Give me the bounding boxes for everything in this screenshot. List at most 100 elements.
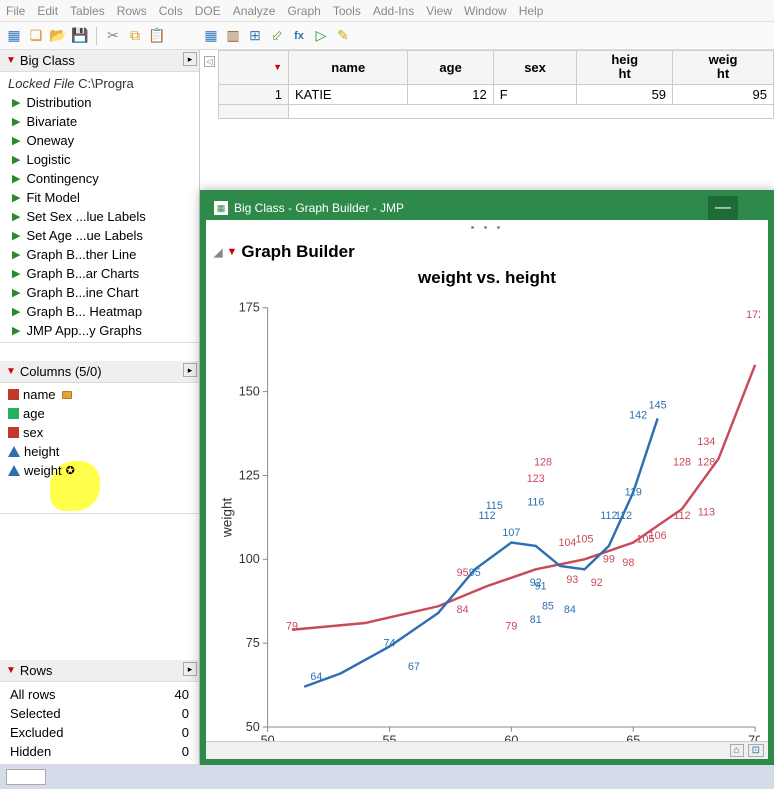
script-item[interactable]: ▶Contingency <box>0 169 199 188</box>
svg-text:175: 175 <box>239 301 260 315</box>
menu-file[interactable]: File <box>6 4 25 18</box>
column-label: sex <box>23 425 43 440</box>
cell-name[interactable]: KATIE <box>289 84 408 104</box>
script-label: Distribution <box>26 95 91 110</box>
menu-tables[interactable]: Tables <box>70 4 105 18</box>
save-icon[interactable]: 💾 <box>70 26 90 46</box>
menu-doe[interactable]: DOE <box>195 4 221 18</box>
menu-add-ins[interactable]: Add-Ins <box>373 4 414 18</box>
disclosure-icon[interactable]: ▼ <box>6 366 16 377</box>
play-icon: ▶ <box>12 267 20 280</box>
col-header-age[interactable]: age <box>408 51 493 85</box>
menu-analyze[interactable]: Analyze <box>233 4 276 18</box>
panel-arrow-button[interactable]: ▸ <box>183 363 197 377</box>
row-number[interactable]: 1 <box>219 84 289 104</box>
column-item-weight[interactable]: weight ✪ <box>0 461 199 480</box>
script-item[interactable]: ▶Fit Model <box>0 188 199 207</box>
cell-height[interactable]: 59 <box>577 84 673 104</box>
cut-icon[interactable]: ✂ <box>103 26 123 46</box>
open-icon[interactable]: 📂 <box>48 26 68 46</box>
svg-text:93: 93 <box>566 574 578 586</box>
menu-edit[interactable]: Edit <box>37 4 58 18</box>
svg-text:91: 91 <box>535 580 547 592</box>
script-item[interactable]: ▶Graph B...ther Line <box>0 245 199 264</box>
script-item[interactable]: ▶Logistic <box>0 150 199 169</box>
edit-icon[interactable]: ✎ <box>333 26 353 46</box>
rows-panel-header[interactable]: ▼ Rows ▸ <box>0 660 199 682</box>
play-icon: ▶ <box>12 210 20 223</box>
script-item[interactable]: ▶Graph B...ine Chart <box>0 283 199 302</box>
svg-text:134: 134 <box>697 436 715 448</box>
svg-text:50: 50 <box>246 720 260 734</box>
run-icon[interactable]: ▷ <box>311 26 331 46</box>
menu-help[interactable]: Help <box>519 4 544 18</box>
cell-weight[interactable]: 95 <box>673 84 774 104</box>
script-item[interactable]: ▶Graph B...ar Charts <box>0 264 199 283</box>
new-icon[interactable]: ▦ <box>4 26 24 46</box>
data-grid[interactable]: ▼ name age sex height weight 1 KATIE 12 … <box>218 50 774 119</box>
svg-text:128: 128 <box>673 456 691 468</box>
script-item[interactable]: ▶Bivariate <box>0 112 199 131</box>
calc-icon[interactable]: ⊞ <box>245 26 265 46</box>
menu-window[interactable]: Window <box>464 4 507 18</box>
minimize-button[interactable]: — <box>708 196 738 220</box>
grid-corner[interactable]: ▼ <box>219 51 289 85</box>
grid-icon[interactable]: ▦ <box>201 26 221 46</box>
svg-text:100: 100 <box>239 552 260 566</box>
script-item[interactable]: ▶JMP App...y Graphs <box>0 321 199 340</box>
column-item-name[interactable]: name <box>0 385 199 404</box>
menu-graph[interactable]: Graph <box>287 4 320 18</box>
drag-handle-icon[interactable]: • • • <box>206 220 768 236</box>
columns-panel-header[interactable]: ▼ Columns (5/0) ▸ <box>0 361 199 383</box>
script-item[interactable]: ▶Set Age ...ue Labels <box>0 226 199 245</box>
menu-cols[interactable]: Cols <box>159 4 183 18</box>
chart-area[interactable]: 50556065705075100125150175heightweight64… <box>214 292 760 741</box>
col-header-sex[interactable]: sex <box>493 51 577 85</box>
bottom-taskbar <box>0 765 774 789</box>
script-item[interactable]: ▶Graph B... Heatmap <box>0 302 199 321</box>
column-item-age[interactable]: age <box>0 404 199 423</box>
script-item[interactable]: ▶Set Sex ...lue Labels <box>0 207 199 226</box>
disclosure-icon[interactable]: ▼ <box>6 55 16 66</box>
fx-icon[interactable]: fx <box>289 26 309 46</box>
expand-button[interactable]: ⊡ <box>748 744 764 757</box>
col-header-name[interactable]: name <box>289 51 408 85</box>
script-item[interactable]: ▶Distribution <box>0 93 199 112</box>
home-button[interactable]: ⌂ <box>730 744 744 757</box>
panel-arrow-button[interactable]: ▸ <box>183 662 197 676</box>
cell-age[interactable]: 12 <box>408 84 493 104</box>
svg-text:116: 116 <box>527 497 544 509</box>
table-row[interactable]: 1 KATIE 12 F 59 95 <box>219 84 774 104</box>
disclosure-icon[interactable]: ◢ <box>214 246 222 259</box>
chart-icon[interactable]: ⬃ <box>267 26 287 46</box>
column-item-height[interactable]: height <box>0 442 199 461</box>
col-header-weight[interactable]: weight <box>673 51 774 85</box>
gb-panel-header[interactable]: ◢ ▼ Graph Builder <box>214 240 760 264</box>
svg-text:128: 128 <box>697 456 715 468</box>
script-label: Bivariate <box>26 114 77 129</box>
jmp-logo-icon: ▦ <box>214 201 228 215</box>
menu-view[interactable]: View <box>426 4 452 18</box>
menu-rows[interactable]: Rows <box>117 4 147 18</box>
column-item-sex[interactable]: sex <box>0 423 199 442</box>
hotspot-icon[interactable]: ▼ <box>226 246 237 258</box>
dist-icon[interactable]: ▥ <box>223 26 243 46</box>
gb-titlebar[interactable]: ▦ Big Class - Graph Builder - JMP — <box>206 196 768 220</box>
script-label: Graph B... Heatmap <box>26 304 142 319</box>
svg-text:125: 125 <box>239 468 260 482</box>
table-panel-header[interactable]: ▼ Big Class ▸ <box>0 50 199 72</box>
svg-text:84: 84 <box>457 604 469 616</box>
script-item[interactable]: ▶Oneway <box>0 131 199 150</box>
panel-arrow-button[interactable]: ▸ <box>183 52 197 66</box>
paste-icon[interactable]: 📋 <box>147 26 167 46</box>
disclosure-icon[interactable]: ▼ <box>6 665 16 676</box>
copy-icon[interactable]: ⧉ <box>125 26 145 46</box>
col-header-height[interactable]: height <box>577 51 673 85</box>
cell-sex[interactable]: F <box>493 84 577 104</box>
collapse-icon[interactable]: ◁ <box>204 56 215 67</box>
menubar: File Edit Tables Rows Cols DOE Analyze Graph Too… <box>0 0 774 22</box>
play-icon: ▶ <box>12 134 20 147</box>
window-thumbnail[interactable] <box>6 769 46 785</box>
new2-icon[interactable]: ❏ <box>26 26 46 46</box>
menu-tools[interactable]: Tools <box>333 4 361 18</box>
